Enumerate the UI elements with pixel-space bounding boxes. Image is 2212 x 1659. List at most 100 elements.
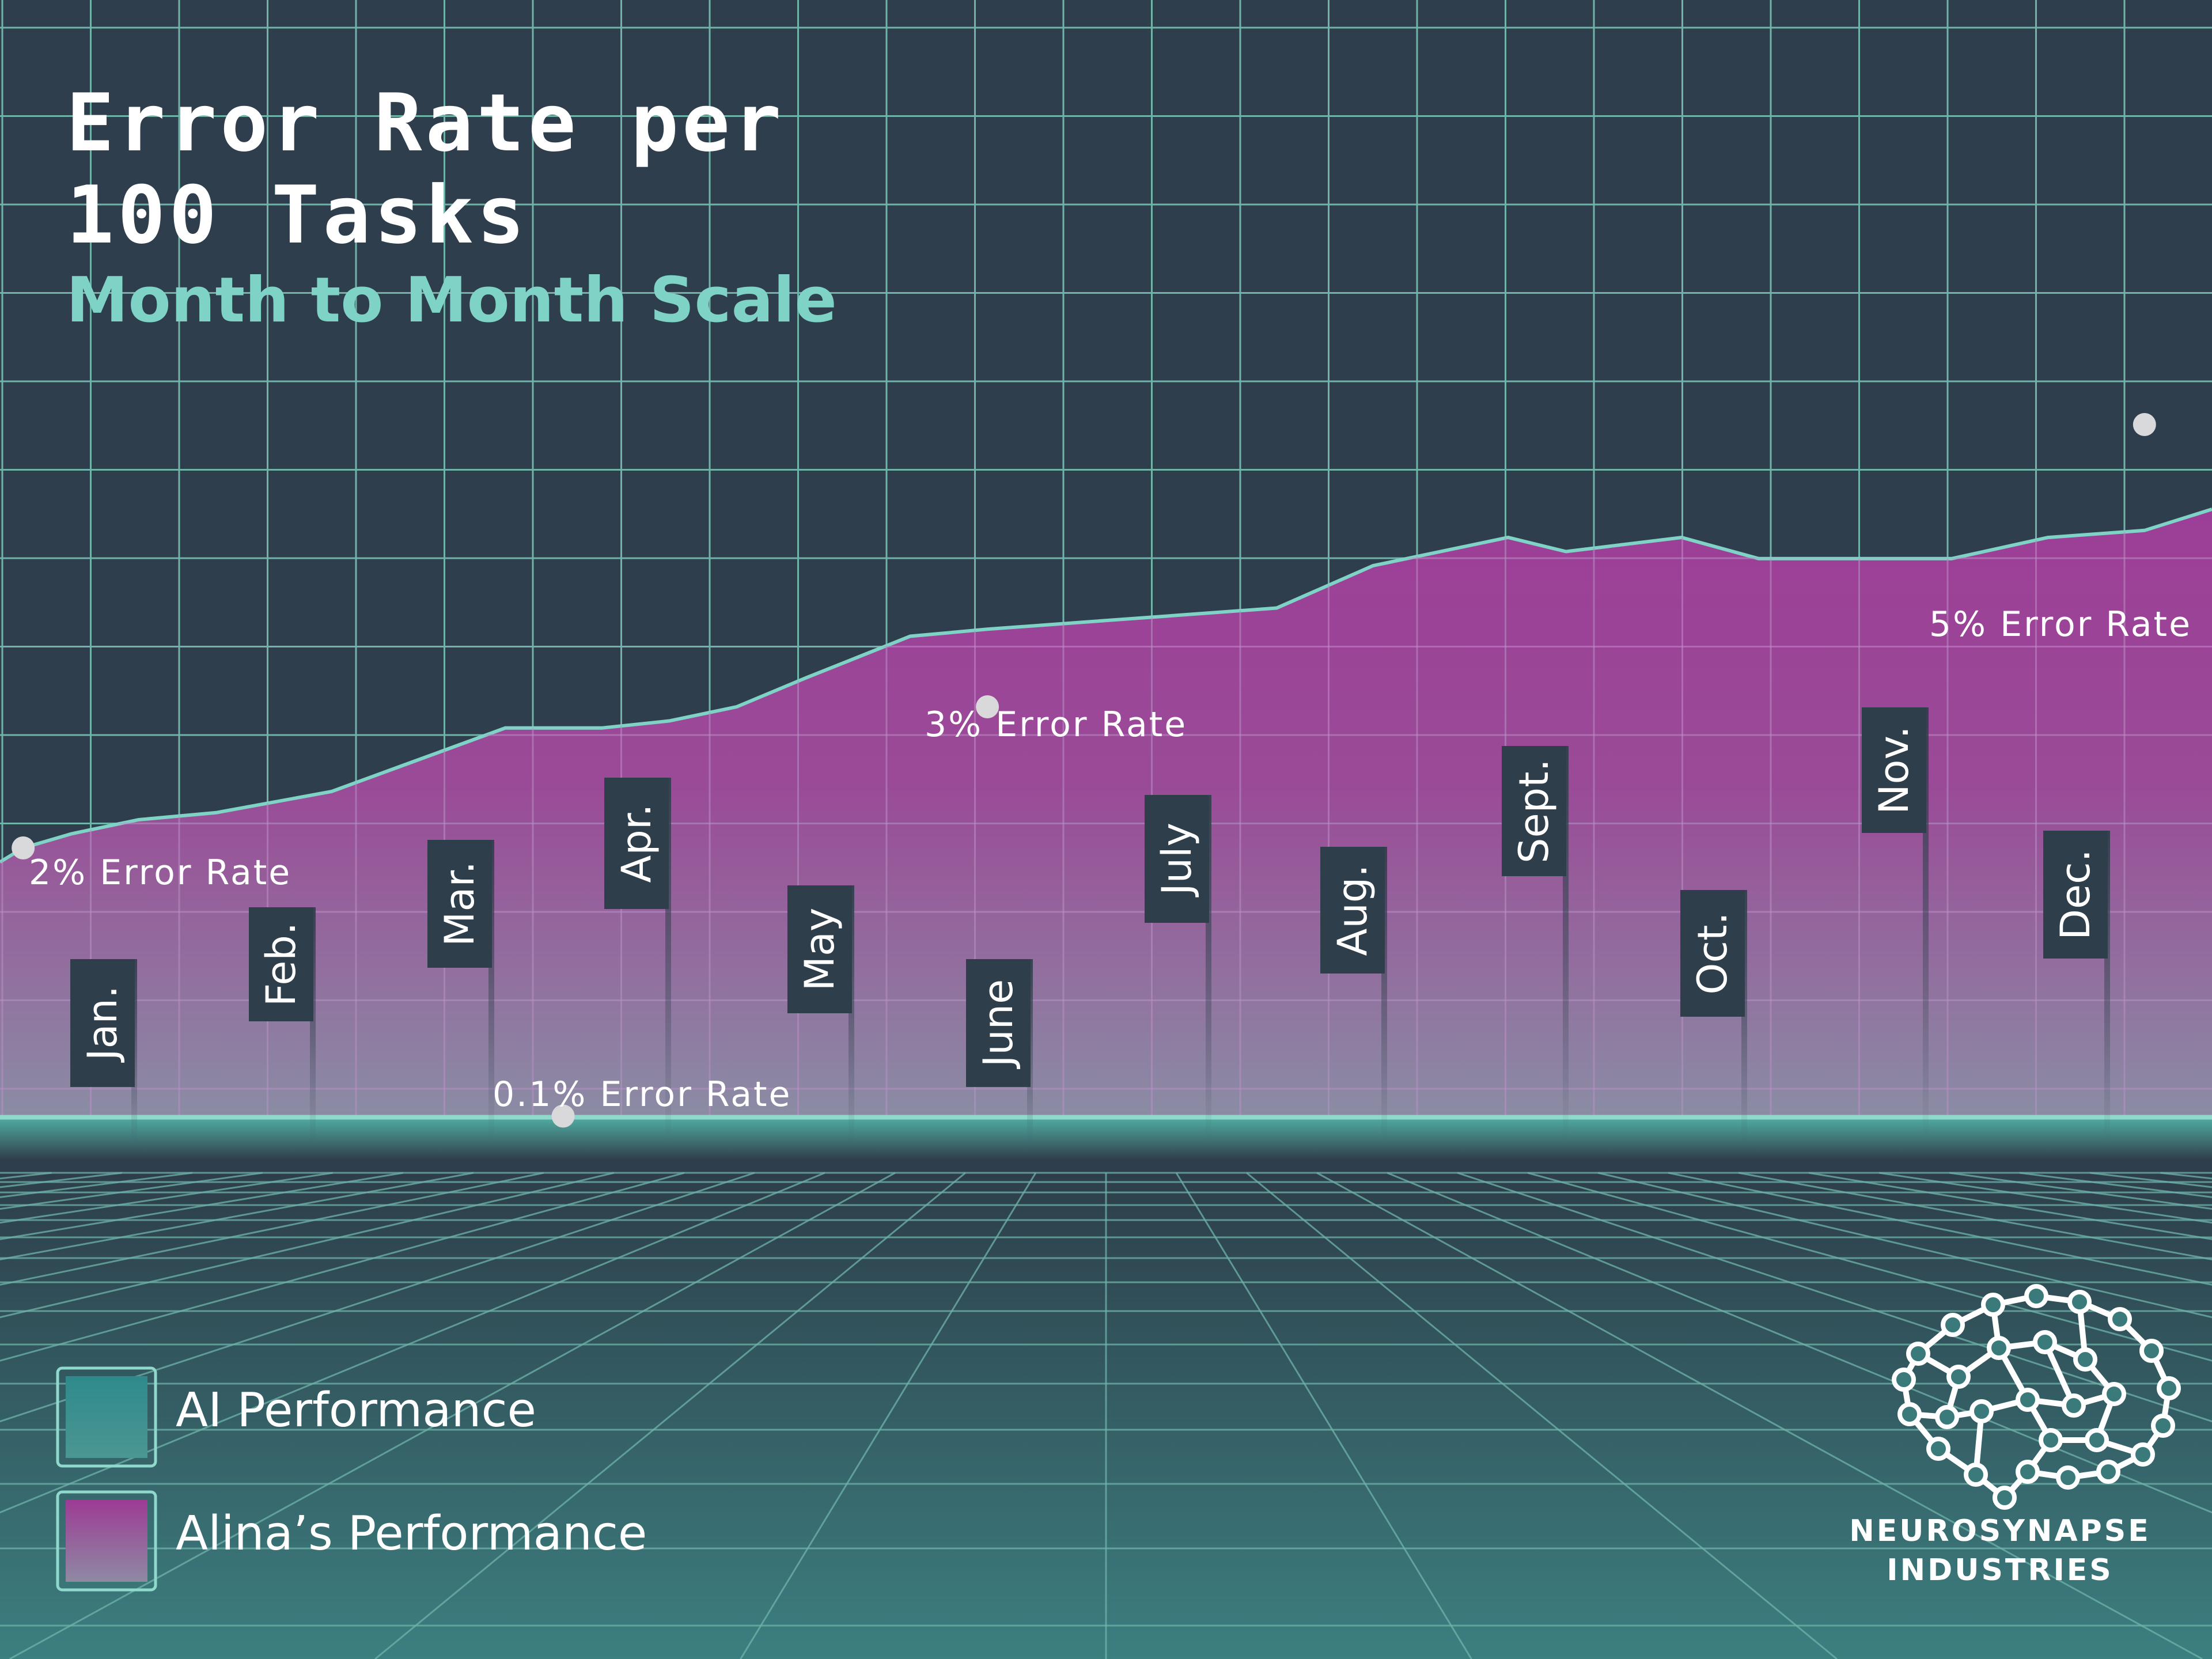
logo-node xyxy=(1941,1313,1965,1337)
month-flag: Apr. xyxy=(604,778,671,1143)
month-flag: May xyxy=(787,885,854,1143)
floor-grid-radial xyxy=(0,1172,544,1286)
month-flag: Sept. xyxy=(1502,746,1569,1143)
month-label: Feb. xyxy=(257,922,305,1006)
flag-box xyxy=(427,840,492,968)
logo-node xyxy=(2062,1393,2086,1418)
annotation-marker xyxy=(551,1104,575,1128)
floor-grid-radial xyxy=(0,1172,474,1260)
flag-box xyxy=(1145,795,1209,923)
flag-box xyxy=(1862,707,1926,833)
month-label: Sept. xyxy=(1510,759,1558,863)
flag-box xyxy=(966,959,1031,1087)
month-flag: July xyxy=(1145,795,1211,1143)
swatch-fill xyxy=(66,1376,147,1458)
annotation-label: 2% Error Rate xyxy=(29,853,291,893)
logo-node xyxy=(2024,1284,2048,1308)
flag-pole xyxy=(1563,746,1569,1143)
swatch-frame xyxy=(56,1366,157,1468)
logo-node xyxy=(2085,1428,2109,1452)
month-flag: Oct. xyxy=(1680,890,1747,1143)
flag-box xyxy=(1680,890,1745,1017)
logo-node xyxy=(1935,1405,1959,1429)
floor-grid-radial xyxy=(1597,1172,2212,1319)
alina-area xyxy=(0,509,2212,1130)
annotation-label: 0.1% Error Rate xyxy=(493,1074,791,1115)
flag-pole xyxy=(1923,707,1929,1143)
legend-label-alina: Alina’s Performance xyxy=(176,1506,647,1561)
month-label: May xyxy=(796,908,843,991)
swatch-fill xyxy=(66,1500,147,1582)
floor-grid-radial xyxy=(374,1172,966,1659)
floor-grid-radial xyxy=(1246,1172,1838,1659)
month-label: Jan. xyxy=(79,986,126,1063)
logo-node xyxy=(2131,1442,2155,1467)
floor-grid-radial xyxy=(9,1172,896,1659)
flag-box xyxy=(70,959,135,1087)
month-label: July xyxy=(1153,823,1200,897)
floor-grid-radial xyxy=(1316,1172,2203,1659)
logo-node xyxy=(1926,1437,1950,1461)
flag-box xyxy=(249,907,313,1021)
logo-node xyxy=(1892,1368,1916,1392)
logo-node xyxy=(2039,1428,2063,1452)
logo-node xyxy=(1993,1486,2017,1510)
month-flag: Nov. xyxy=(1862,707,1929,1143)
chart-title-line-1: Error Rate per xyxy=(66,77,785,169)
month-flag: Feb. xyxy=(249,907,316,1143)
flag-pole xyxy=(849,885,854,1143)
month-label: Dec. xyxy=(2052,849,2099,940)
logo-node xyxy=(2108,1307,2132,1331)
annotations: 2% Error Rate 0.1% Error Rate 3% Error Rat… xyxy=(12,413,2192,1128)
logo-node xyxy=(1969,1399,1994,1423)
ai-performance-line xyxy=(0,1115,2212,1120)
annotation-marker xyxy=(976,695,999,718)
month-label: June xyxy=(975,979,1022,1069)
logo-node xyxy=(2067,1290,2092,1314)
flag-box xyxy=(2043,831,2108,959)
month-flag: Jan. xyxy=(70,959,137,1143)
perspective-floor xyxy=(0,1115,2212,1659)
logo-node xyxy=(1987,1336,2011,1360)
logo-node xyxy=(2073,1347,2097,1372)
logo-node xyxy=(2056,1465,2080,1490)
logo-node xyxy=(2139,1339,2164,1363)
logo-node xyxy=(1897,1402,1922,1426)
annotation-label: 5% Error Rate xyxy=(1929,604,2192,645)
logo-node xyxy=(2102,1382,2126,1406)
month-label: Nov. xyxy=(1870,726,1918,814)
month-label: Mar. xyxy=(436,861,483,946)
flag-box xyxy=(787,885,852,1013)
legend-swatch-alina xyxy=(56,1490,157,1592)
annotation-marker xyxy=(2133,413,2156,436)
month-label: Apr. xyxy=(613,804,660,883)
month-flag: Aug. xyxy=(1320,847,1387,1143)
legend-label-ai: AI Performance xyxy=(176,1383,536,1438)
floor-grid-radial xyxy=(1175,1172,1472,1659)
floor-grid-radial xyxy=(0,1172,615,1319)
floor-grid-radial xyxy=(740,1172,1037,1659)
month-flags: Jan. Feb. Mar. Apr. May June July Aug. Sept. Oct.… xyxy=(70,707,2110,1143)
brand-name: NEUROSYNAPSE xyxy=(1849,1514,2151,1548)
logo-node xyxy=(1946,1365,1971,1389)
logo-node xyxy=(1906,1342,1930,1366)
floor-grid-radial xyxy=(1668,1172,2212,1286)
logo-node xyxy=(2096,1460,2120,1484)
floor-grid-radial xyxy=(0,1172,825,1514)
floor-grid-radial xyxy=(1527,1172,2212,1362)
brain-logo-icon xyxy=(1892,1284,2181,1510)
logo-node xyxy=(2016,1388,2040,1412)
floor-grid-radial xyxy=(1738,1172,2212,1260)
floor-grid-radial xyxy=(0,1172,755,1423)
flag-pole xyxy=(665,778,671,1143)
legend-swatch-ai xyxy=(56,1366,157,1468)
logo-node xyxy=(1981,1293,2005,1317)
logo-node xyxy=(2016,1460,2040,1484)
floor-grid-radial xyxy=(1457,1172,2212,1423)
annotation-label: 3% Error Rate xyxy=(925,704,1187,745)
flag-box xyxy=(604,778,669,909)
floor-grid-radial xyxy=(0,1172,685,1362)
month-flag: June xyxy=(966,959,1033,1143)
